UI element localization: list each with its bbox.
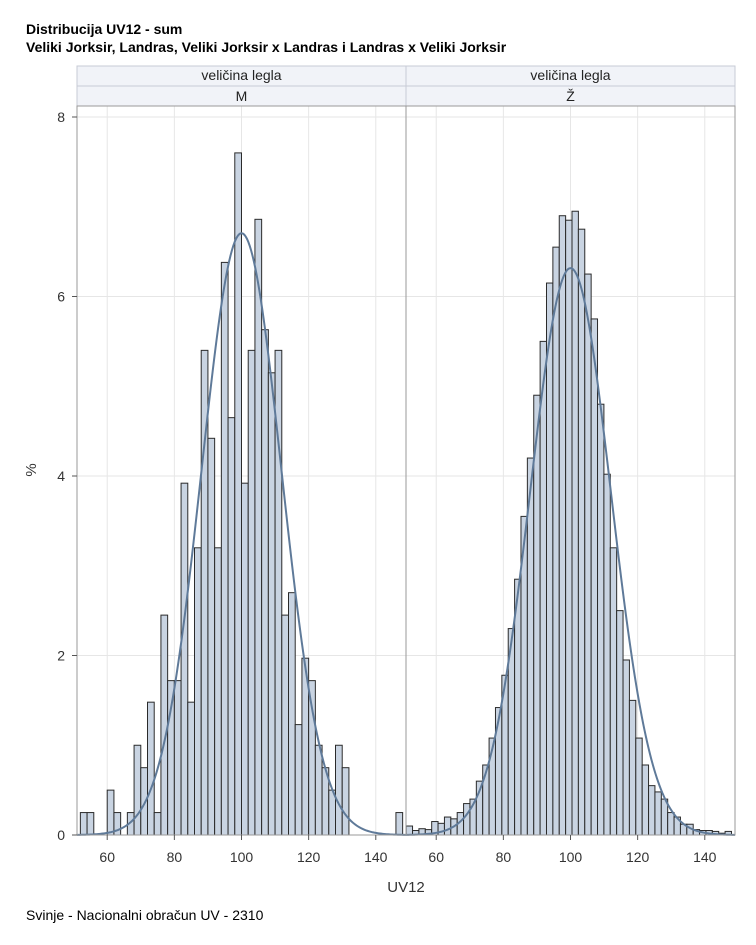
histogram-bar: [463, 803, 471, 836]
histogram-bar: [160, 614, 169, 836]
histogram-bar: [635, 737, 643, 836]
y-tick-label: 8: [57, 109, 65, 125]
histogram-bar: [622, 659, 630, 836]
histogram-bar: [86, 812, 95, 836]
y-tick-label: 4: [57, 468, 65, 484]
histogram-bar: [247, 349, 256, 836]
chart-title-block: Distribucija UV12 - sum Veliki Jorksir, …: [26, 20, 506, 56]
y-tick-label: 0: [57, 827, 65, 843]
histogram-bar: [241, 482, 249, 836]
histogram-bar: [207, 437, 216, 836]
histogram-bar: [641, 764, 650, 836]
x-tick-label: 80: [496, 849, 512, 865]
histogram-bar: [173, 680, 182, 836]
histogram-bar: [558, 215, 567, 836]
histogram-bar: [133, 744, 142, 836]
histogram-bar: [577, 228, 586, 836]
histogram-bar: [254, 218, 263, 836]
histogram-bar: [227, 417, 236, 836]
histogram-bar: [603, 473, 611, 836]
histogram-bar: [405, 825, 414, 836]
chart-title: Distribucija UV12 - sum: [26, 21, 183, 37]
histogram-bar: [648, 785, 656, 836]
histogram-bar: [590, 318, 599, 836]
x-tick-label: 120: [297, 849, 321, 865]
histogram-bar: [214, 547, 222, 836]
panel-header-level-label: M: [236, 88, 248, 104]
histogram-bar: [565, 219, 573, 836]
histogram-bar: [654, 791, 662, 836]
normal-density-curve: [405, 267, 736, 836]
histogram-bar: [281, 614, 289, 836]
x-tick-label: 100: [230, 849, 254, 865]
y-tick-label: 6: [57, 289, 65, 305]
panel-header-level-label: Ž: [566, 88, 575, 104]
histogram-bar: [584, 273, 592, 836]
histogram-bar: [597, 403, 605, 836]
panel-header-variable-label: veličina legla: [201, 67, 281, 83]
chart-subtitle: Veliki Jorksir, Landras, Veliki Jorksir …: [26, 39, 507, 55]
histogram-bar: [660, 798, 669, 836]
x-tick-label: 140: [364, 849, 388, 865]
histogram-bar: [571, 210, 579, 836]
histogram-bar: [443, 816, 452, 836]
histogram-bar: [288, 592, 296, 836]
y-tick-label: 2: [57, 648, 65, 664]
x-tick-label: 140: [693, 849, 717, 865]
histogram-bar: [220, 261, 229, 836]
x-tick-label: 80: [167, 849, 183, 865]
histogram-bar: [341, 767, 350, 836]
histogram-bar: [153, 812, 162, 836]
histogram-bar: [180, 482, 189, 836]
histogram-bar: [616, 610, 624, 836]
panel-header-variable-label: veličina legla: [530, 67, 610, 83]
normal-density-curve: [76, 232, 407, 836]
histogram-bar: [552, 246, 560, 836]
histogram-bar: [545, 282, 554, 836]
histogram-bar: [335, 744, 343, 836]
footnote: Svinje - Nacionalni obračun UV - 2310: [26, 907, 264, 923]
histogram-bar: [667, 812, 675, 836]
histogram-bar: [261, 329, 269, 836]
x-axis-label: UV12: [387, 879, 425, 896]
histogram-bar: [609, 547, 618, 836]
y-axis-label: %: [23, 463, 40, 476]
histogram-bar: [187, 701, 196, 836]
histogram-bar: [147, 701, 155, 836]
x-tick-label: 60: [428, 849, 444, 865]
x-tick-label: 100: [559, 849, 583, 865]
histogram-bar: [194, 547, 202, 836]
histogram-bar: [314, 744, 323, 836]
histogram-bar: [294, 724, 303, 836]
histogram-bar: [539, 340, 547, 836]
x-tick-label: 120: [626, 849, 650, 865]
histogram-bar: [628, 699, 637, 836]
histogram-bar: [234, 152, 243, 836]
histogram-bar: [395, 812, 404, 836]
histogram-bar: [106, 789, 115, 836]
histogram-bar: [79, 812, 88, 836]
x-tick-label: 60: [99, 849, 115, 865]
histogram-bar: [267, 372, 276, 836]
